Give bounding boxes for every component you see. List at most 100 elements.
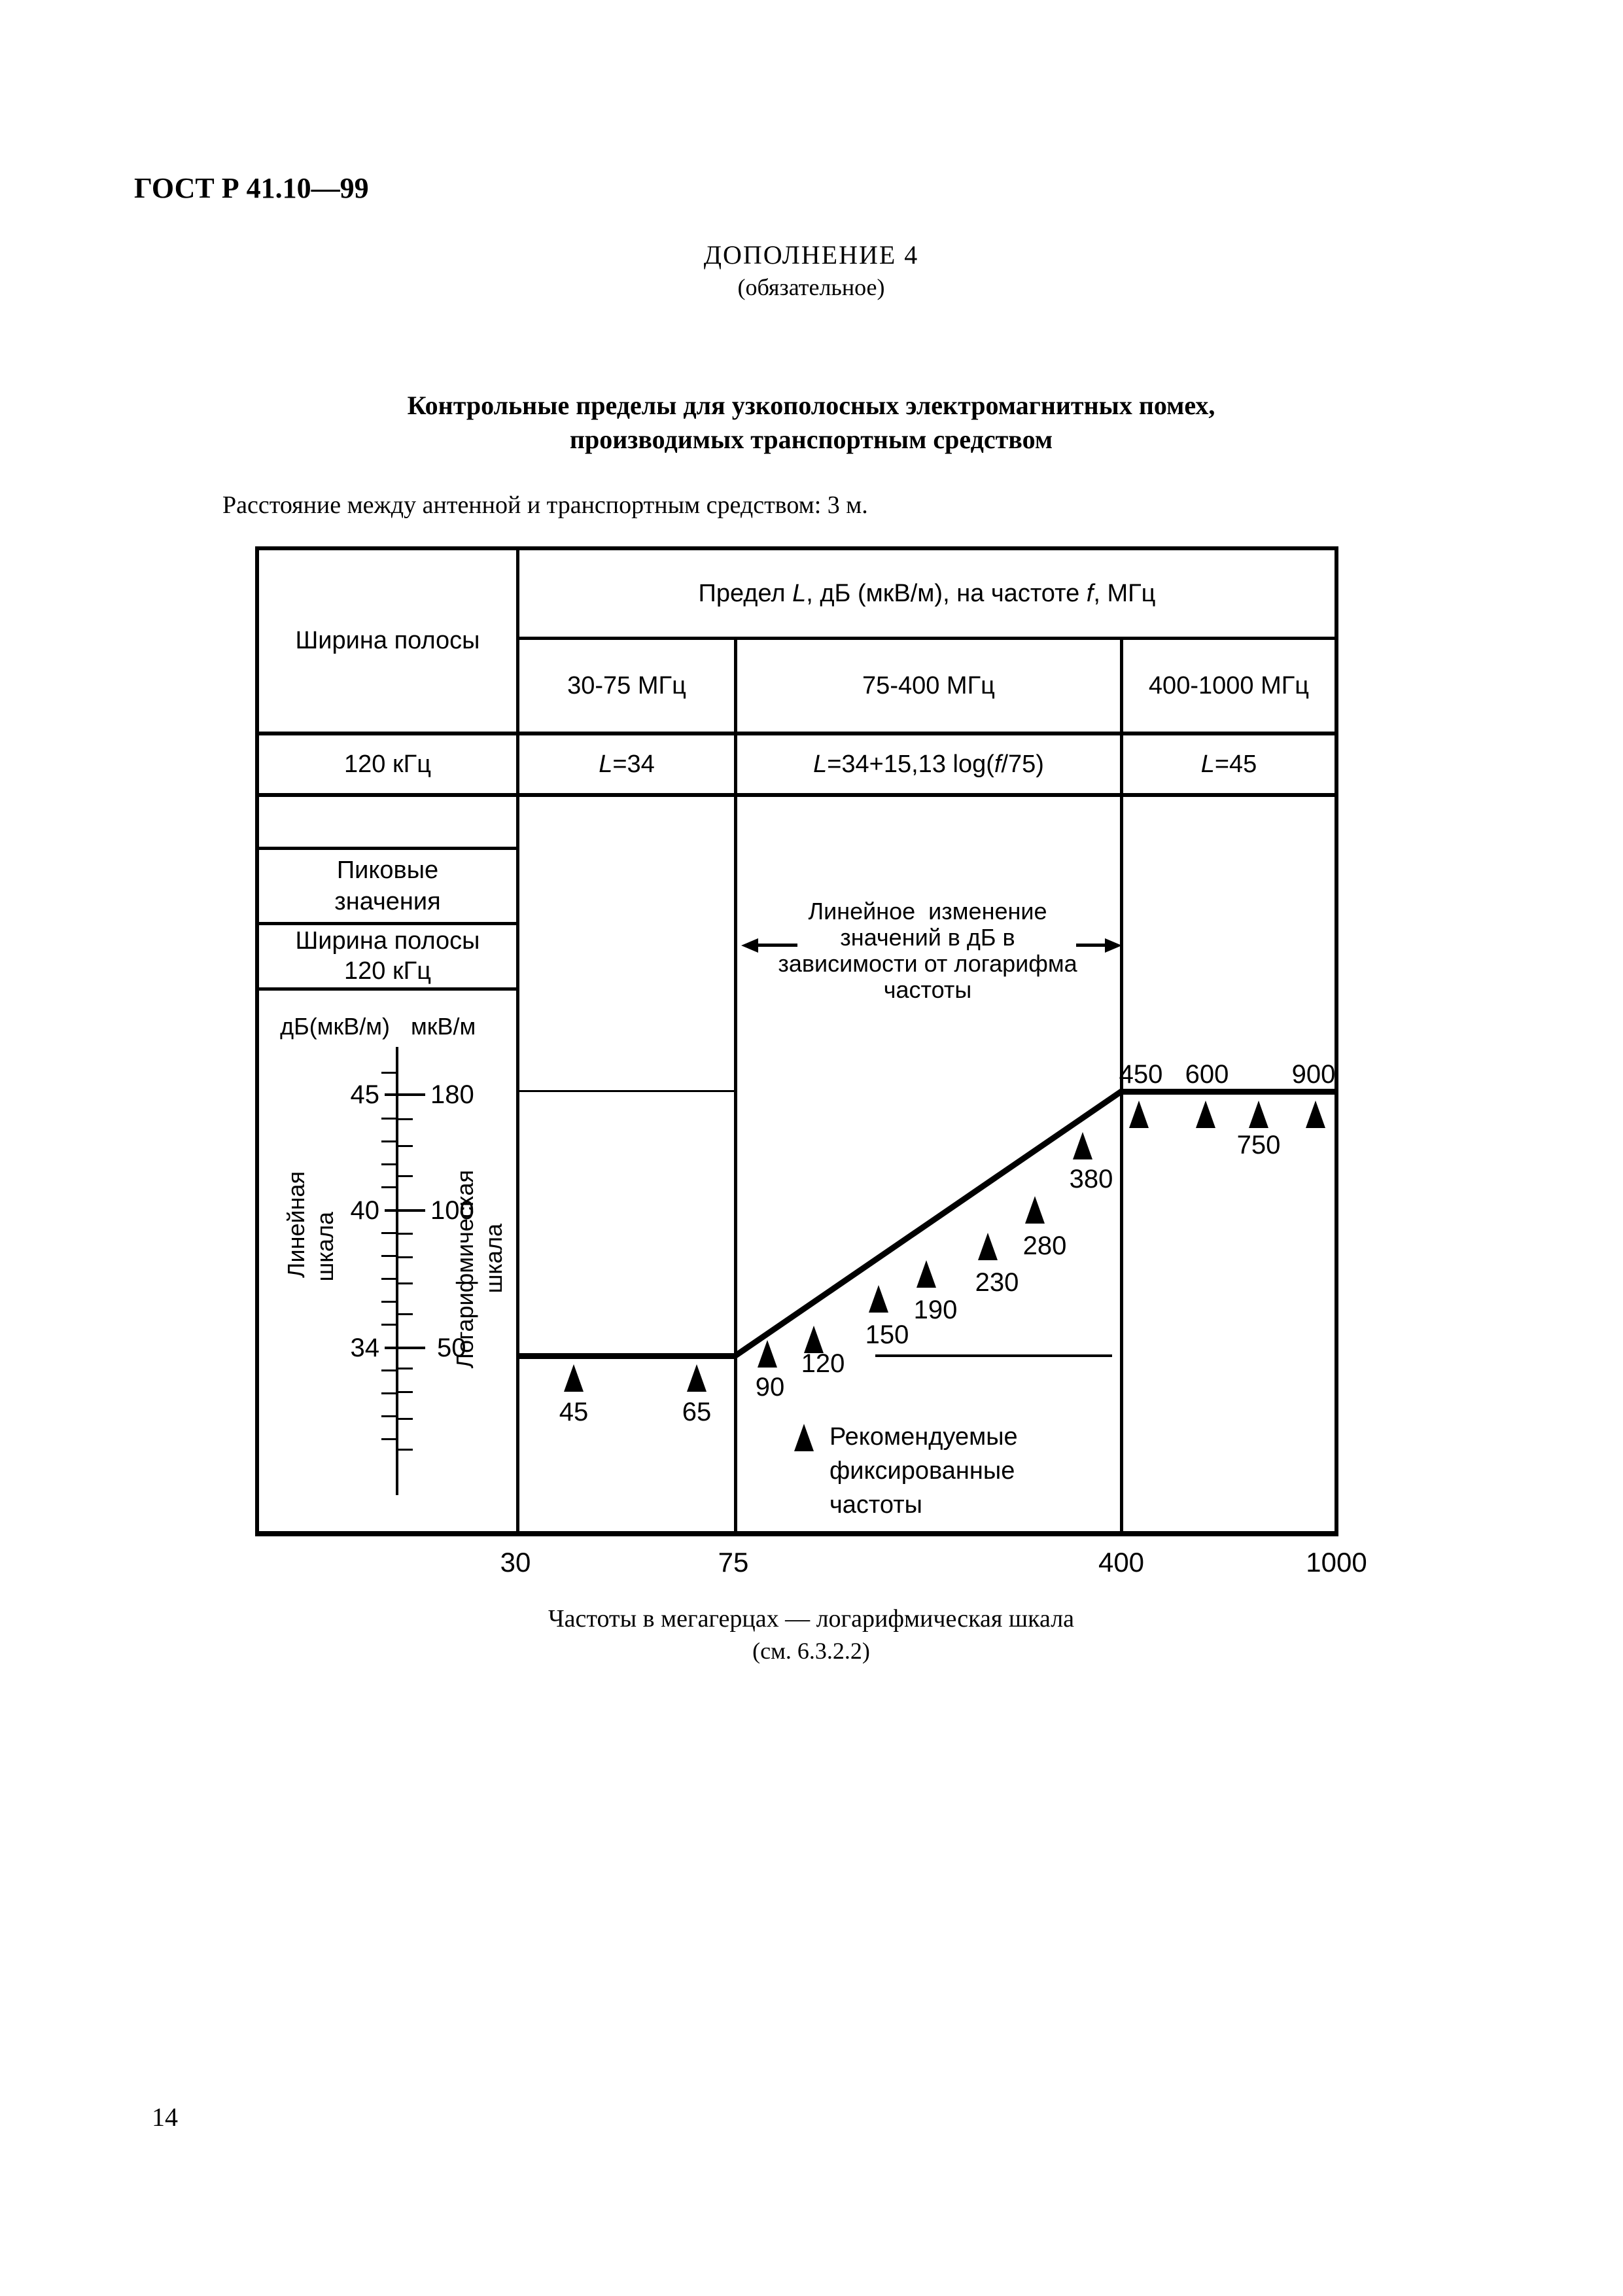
legend-triangle-icon <box>794 1424 814 1451</box>
cell-limit-75-400: L=34+15,13 log(f/75) <box>813 750 1044 778</box>
marker-triangle-120 <box>804 1326 824 1353</box>
freq-label-280: 280 <box>1022 1231 1067 1260</box>
axis-tick <box>397 1233 413 1235</box>
y-left-tick-45: 45 <box>350 1080 380 1109</box>
table-border-right <box>1335 546 1338 1536</box>
x-tick-1000: 1000 <box>1306 1547 1367 1578</box>
legend-line2: фиксированные <box>829 1457 1015 1485</box>
arrow-left-shaft <box>757 944 797 947</box>
x-tick-30: 30 <box>500 1547 531 1578</box>
freq-label-450: 450 <box>1119 1060 1163 1089</box>
y-right-tick-50: 50 <box>437 1333 466 1362</box>
x-tick-75: 75 <box>718 1547 749 1578</box>
table-line-under-limit-header <box>516 637 1338 640</box>
table-border-bottom <box>255 1531 1338 1536</box>
axis-tick <box>381 1415 397 1417</box>
marker-triangle-280 <box>1025 1196 1045 1224</box>
limit-line-34-thin <box>875 1354 1112 1357</box>
axis-tick <box>381 1140 397 1142</box>
axis-tick <box>381 1369 397 1371</box>
axis-tick <box>397 1313 413 1315</box>
peak-box-top <box>255 847 519 850</box>
axis-tick <box>381 1232 397 1234</box>
marker-triangle-380 <box>1073 1132 1092 1159</box>
peak-box-bottom <box>255 987 519 991</box>
freq-label-750: 750 <box>1236 1131 1281 1159</box>
axis-tick <box>381 1186 397 1188</box>
caption-line1: Частоты в мегагерцах — логарифмическая ш… <box>548 1605 1075 1633</box>
axis-tick <box>397 1418 413 1420</box>
axis-tick-major <box>385 1209 425 1212</box>
freq-label-600: 600 <box>1185 1060 1229 1089</box>
y-right-tick-180: 180 <box>430 1080 474 1109</box>
divider-75mhz <box>734 637 737 1531</box>
annotation-line3: зависимости от логарифма <box>778 950 1077 977</box>
cell-bandwidth-header: Ширина полосы <box>295 627 480 654</box>
freq-label-190: 190 <box>913 1296 958 1324</box>
log-scale-label2: шкала <box>480 1224 507 1294</box>
table-border-top <box>255 546 1338 550</box>
legend-line3: частоты <box>829 1491 922 1519</box>
y-left-tick-40: 40 <box>350 1196 380 1225</box>
x-tick-400: 400 <box>1098 1547 1145 1578</box>
axis-tick <box>397 1118 413 1120</box>
axis-tick <box>381 1118 397 1120</box>
axis-tick <box>397 1175 413 1177</box>
annotation-line4: частоты <box>883 976 972 1003</box>
marker-triangle-600 <box>1196 1101 1215 1128</box>
y-axis-line <box>396 1047 398 1495</box>
freq-label-150: 150 <box>865 1320 909 1349</box>
peak-box-divider <box>255 922 519 925</box>
axis-tick <box>381 1278 397 1280</box>
table-line-under-120khz-row <box>255 793 1338 797</box>
axis-tick <box>397 1449 413 1451</box>
cell-bandwidth-value: 120 кГц <box>344 750 431 778</box>
cell-bandwidth-120: Ширина полосы 120 кГц <box>295 927 480 985</box>
y-left-tick-34: 34 <box>350 1333 380 1362</box>
axis-tick <box>397 1368 413 1369</box>
legend-line1: Рекомендуемые <box>829 1423 1018 1451</box>
axis-tick-major <box>385 1093 425 1096</box>
axis-tick <box>397 1282 413 1284</box>
cell-col-400-1000: 400-1000 МГц <box>1148 671 1310 699</box>
cell-col-75-400: 75-400 МГц <box>862 671 995 699</box>
marker-triangle-65 <box>687 1364 707 1392</box>
axis-tick-major <box>385 1347 425 1349</box>
cell-limit-header: Предел L, дБ (мкВ/м), на частоте f, МГц <box>698 579 1156 607</box>
doc-code: ГОСТ Р 41.10—99 <box>134 172 369 204</box>
limit-line-34-thick <box>519 1353 735 1359</box>
marker-triangle-450 <box>1129 1101 1149 1128</box>
cell-limit-30-75: L=34 <box>599 750 655 778</box>
axis-tick <box>381 1438 397 1440</box>
axis-tick <box>397 1145 413 1147</box>
axis-tick <box>381 1072 397 1074</box>
figure-title-line2: производимых транспортным средством <box>569 425 1053 454</box>
figure-title-line1: Контрольные пределы для узкополосных эле… <box>407 391 1215 420</box>
cell-limit-400-1000: L=45 <box>1200 750 1257 778</box>
freq-label-90: 90 <box>755 1373 785 1402</box>
table-line-under-col-headers <box>255 732 1338 735</box>
arrow-right-icon <box>1105 938 1122 953</box>
arrow-right-shaft <box>1076 944 1106 947</box>
y-axis-unit-uv: мкВ/м <box>411 1013 476 1040</box>
divider-400mhz <box>1120 637 1123 1531</box>
freq-label-45: 45 <box>559 1398 589 1426</box>
freq-label-65: 65 <box>682 1398 712 1426</box>
y-axis-unit-db: дБ(мкВ/м) <box>280 1013 390 1040</box>
marker-triangle-230 <box>978 1233 998 1260</box>
marker-triangle-45 <box>564 1364 584 1392</box>
marker-triangle-900 <box>1306 1101 1325 1128</box>
cell-peak-values: Пиковые значения <box>334 857 441 915</box>
axis-tick <box>381 1324 397 1326</box>
marker-triangle-150 <box>869 1285 888 1313</box>
freq-label-230: 230 <box>975 1268 1019 1297</box>
distance-note: Расстояние между антенной и транспортным… <box>222 491 868 519</box>
supplement-note: (обязательное) <box>737 274 885 300</box>
marker-triangle-190 <box>916 1260 936 1288</box>
axis-tick <box>381 1392 397 1394</box>
axis-tick <box>381 1301 397 1303</box>
axis-tick <box>381 1163 397 1165</box>
marker-triangle-750 <box>1249 1101 1268 1128</box>
limit-line-45-thin <box>519 1090 736 1092</box>
axis-tick <box>397 1256 413 1258</box>
